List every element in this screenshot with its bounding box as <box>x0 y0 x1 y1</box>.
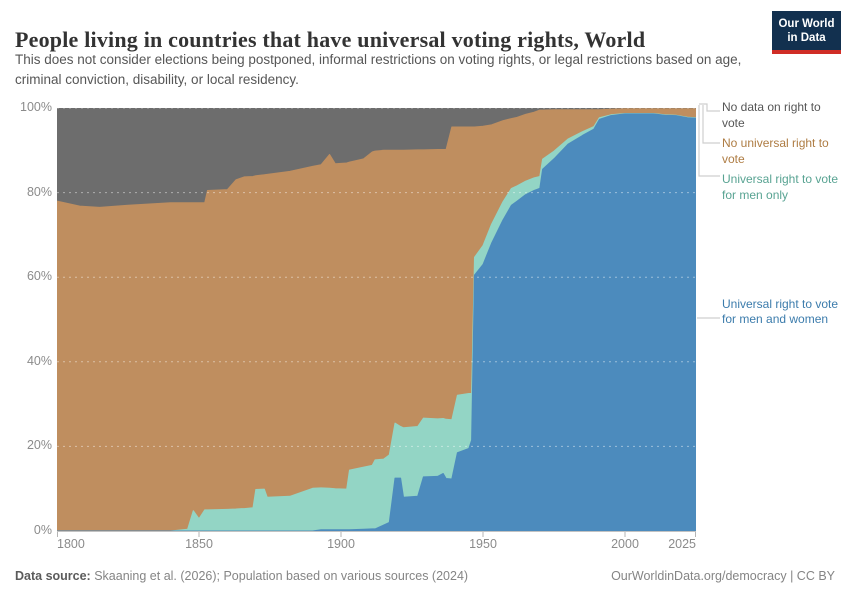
legend-item-universal-right-to-vote-for-men-and-women[interactable]: Universal right to vote for men and wome… <box>722 296 839 327</box>
x-axis-label-2000: 2000 <box>611 537 639 551</box>
x-axis-label-1950: 1950 <box>469 537 497 551</box>
x-axis-label-2025: 2025 <box>668 537 696 551</box>
legend-item-no-universal-right-to-vote[interactable]: No universal right to vote <box>722 136 829 166</box>
footer-separator: | <box>786 569 797 583</box>
series-line-universal-right-to-vote-for-men-only <box>57 113 696 532</box>
series-line-no-universal-right-to-vote <box>57 108 696 208</box>
legend-connector <box>702 105 720 144</box>
footer-right: OurWorldinData.org/democracy | CC BY <box>611 569 835 583</box>
legend-item-universal-right-to-vote-for-men-only[interactable]: Universal right to vote for men only <box>722 172 839 202</box>
x-axis-label-1850: 1850 <box>185 537 213 551</box>
data-source-text: Skaaning et al. (2026); Population based… <box>90 569 469 583</box>
area-no-data-on-right-to-vote[interactable] <box>57 108 696 208</box>
owid-logo-line1: Our World <box>778 18 835 30</box>
legend-connector <box>699 103 720 112</box>
owid-logo-line2: in Data <box>787 32 826 45</box>
owid-logo[interactable]: Our World in Data <box>772 11 841 55</box>
page-title: People living in countries that have uni… <box>15 26 646 52</box>
area-universal-right-to-vote-for-men-and-women[interactable] <box>57 113 696 532</box>
y-axis-label-40: 40% <box>26 353 52 368</box>
y-axis-label-60: 60% <box>26 269 52 284</box>
stacked-area-chart[interactable] <box>57 108 696 540</box>
license-badge: CC BY <box>796 569 835 583</box>
chart-footer: Data source: Skaaning et al. (2026); Pop… <box>15 569 835 583</box>
owid-link[interactable]: OurWorldinData.org/democracy <box>611 569 787 583</box>
chart-subtitle: This does not consider elections being p… <box>15 52 742 87</box>
chart-legend: No data on right to vote No universal rig… <box>722 100 846 333</box>
x-axis-label-1900: 1900 <box>327 537 355 551</box>
data-source: Data source: Skaaning et al. (2026); Pop… <box>15 569 468 583</box>
y-axis-label-0: 0% <box>33 523 52 537</box>
y-axis-label-80: 80% <box>26 184 52 199</box>
legend-item-no-data-on-right-to-vote[interactable]: No data on right to vote <box>722 100 821 130</box>
legend-connector <box>698 105 720 177</box>
legend-connectors <box>697 103 720 319</box>
area-no-universal-right-to-vote[interactable] <box>57 108 696 532</box>
data-source-label: Data source: <box>15 569 91 583</box>
x-axis-label-1800: 1800 <box>57 537 85 551</box>
y-axis-label-20: 20% <box>26 438 52 453</box>
y-axis-label-100: 100% <box>20 100 52 114</box>
